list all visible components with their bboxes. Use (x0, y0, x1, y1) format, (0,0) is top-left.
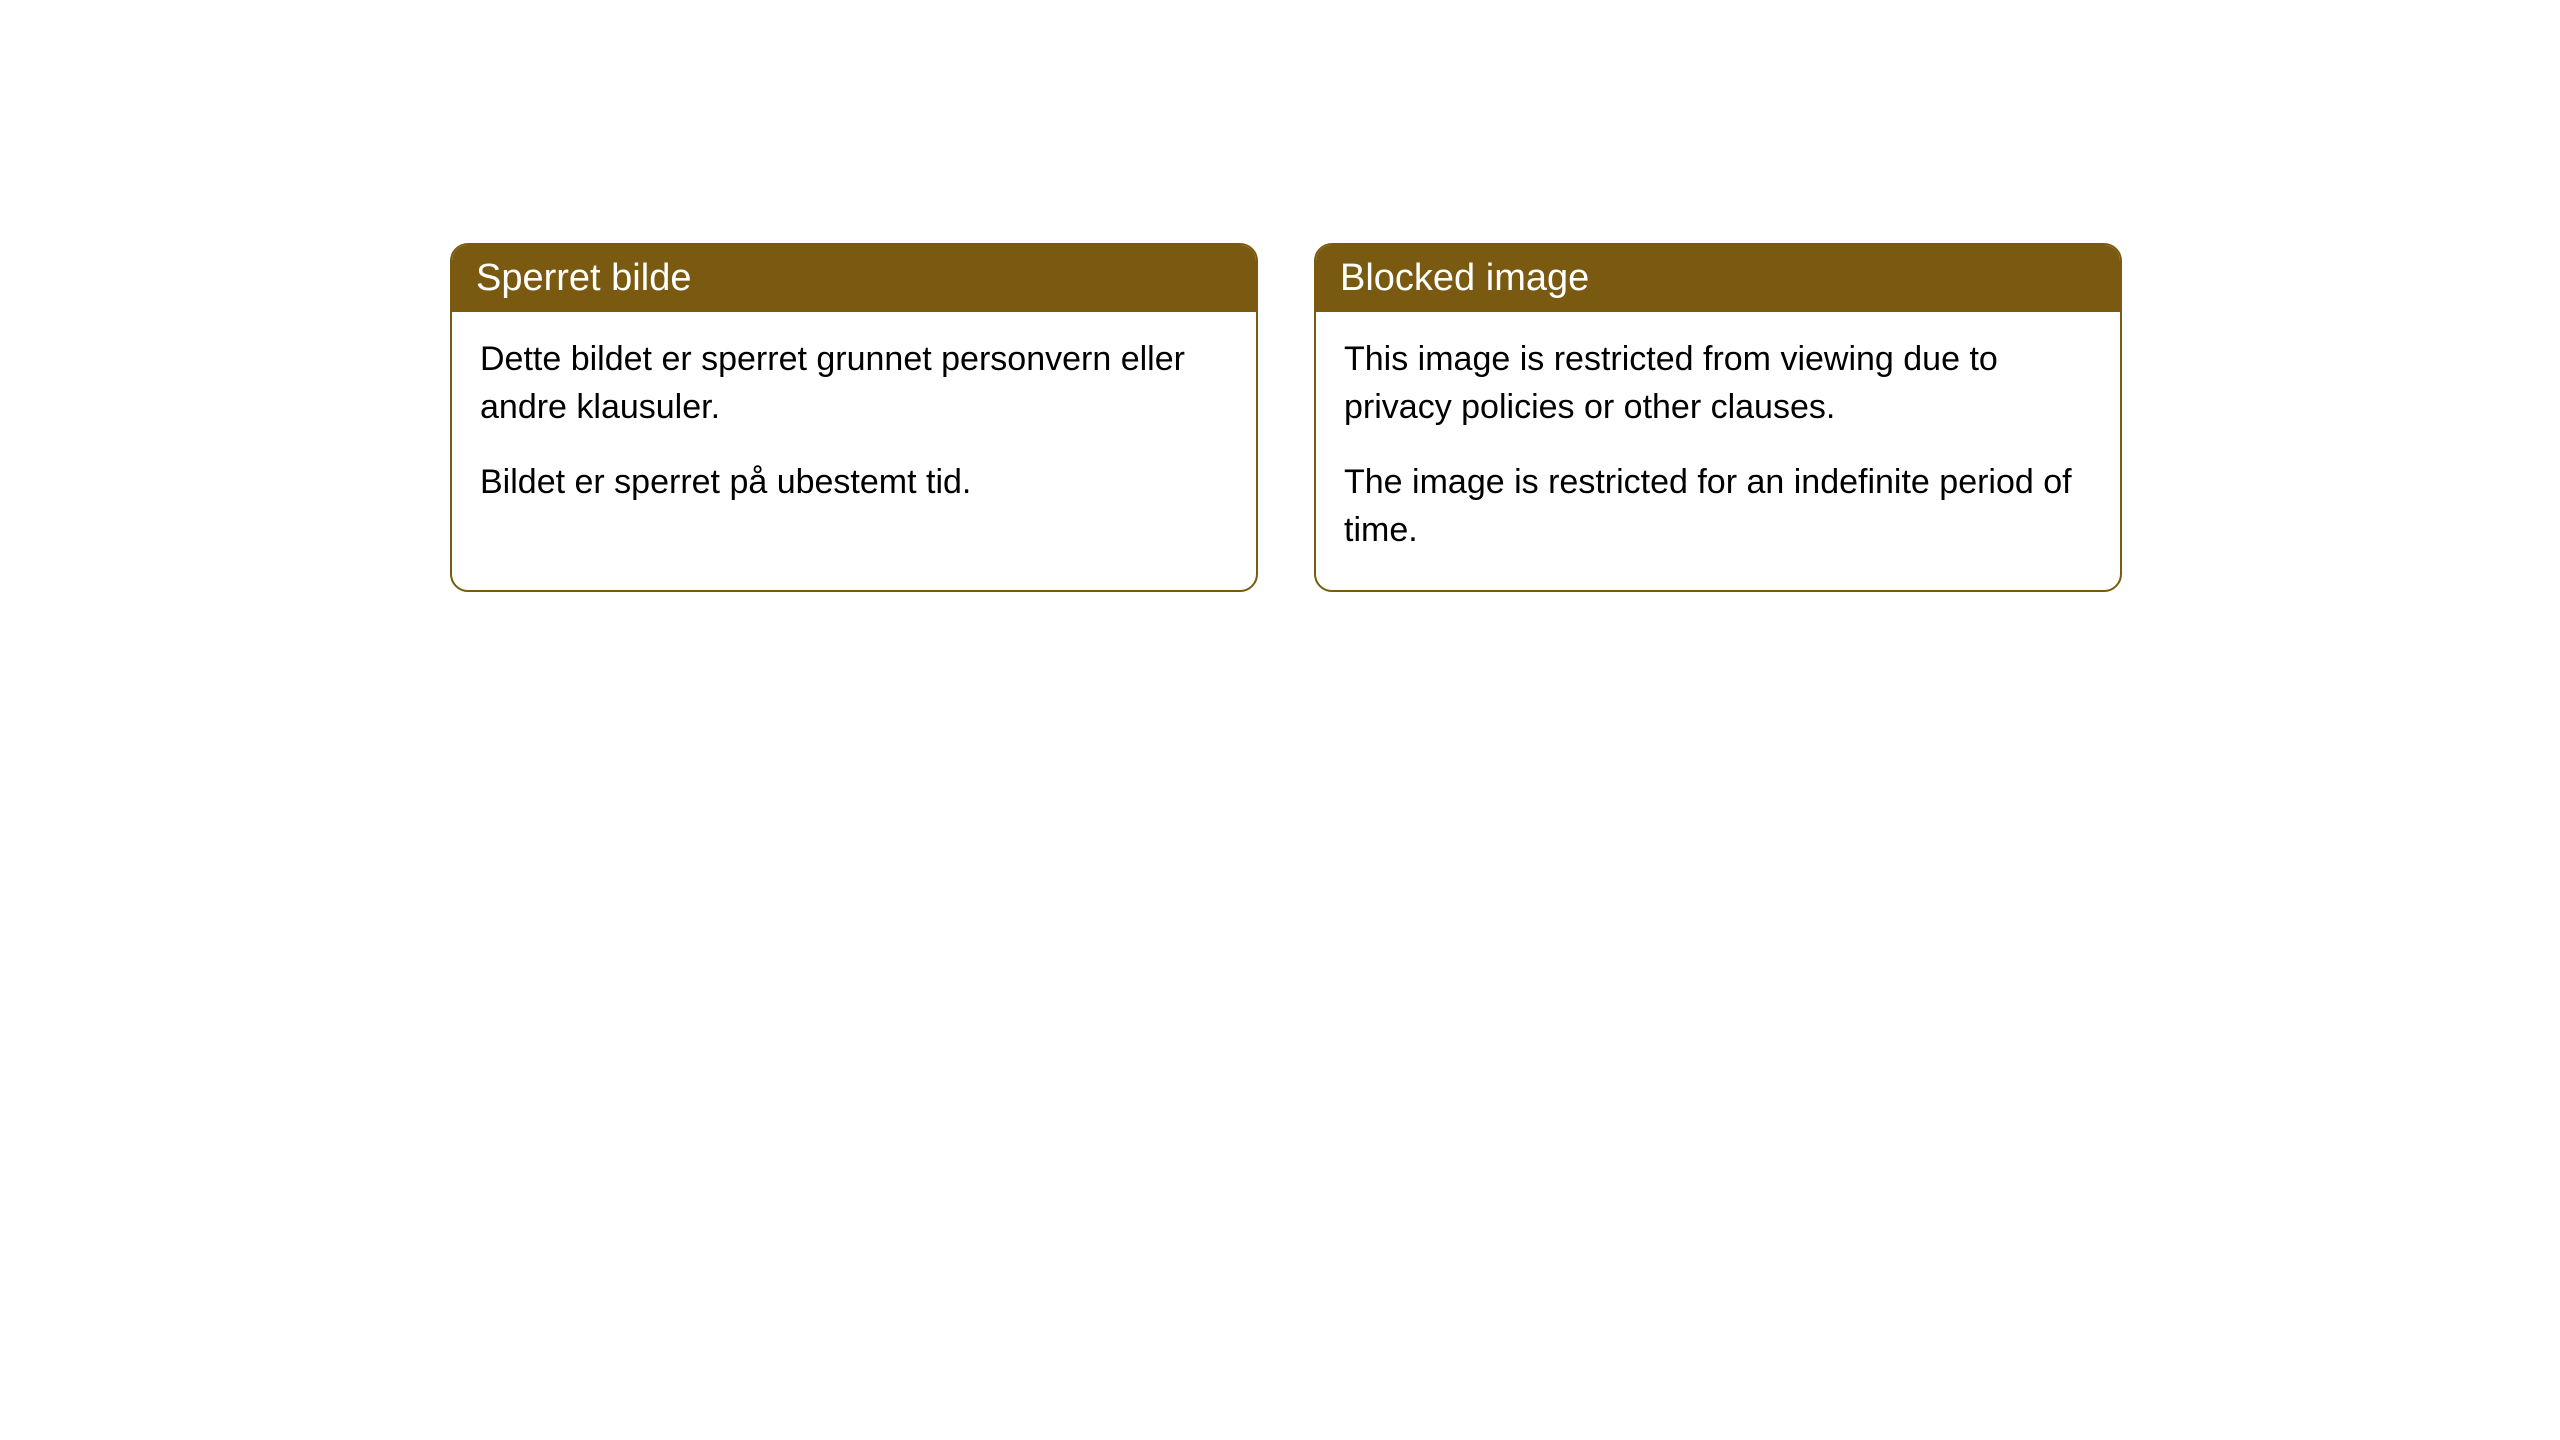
card-paragraph-1-norwegian: Dette bildet er sperret grunnet personve… (480, 336, 1228, 431)
card-header-norwegian: Sperret bilde (452, 245, 1256, 312)
card-paragraph-1-english: This image is restricted from viewing du… (1344, 336, 2092, 431)
card-title-norwegian: Sperret bilde (476, 257, 691, 299)
card-body-english: This image is restricted from viewing du… (1316, 312, 2120, 590)
card-paragraph-2-english: The image is restricted for an indefinit… (1344, 459, 2092, 554)
card-paragraph-2-norwegian: Bildet er sperret på ubestemt tid. (480, 459, 1228, 507)
card-header-english: Blocked image (1316, 245, 2120, 312)
card-english: Blocked image This image is restricted f… (1314, 243, 2122, 592)
card-title-english: Blocked image (1340, 257, 1589, 299)
card-body-norwegian: Dette bildet er sperret grunnet personve… (452, 312, 1256, 543)
cards-container: Sperret bilde Dette bildet er sperret gr… (450, 243, 2122, 592)
card-norwegian: Sperret bilde Dette bildet er sperret gr… (450, 243, 1258, 592)
